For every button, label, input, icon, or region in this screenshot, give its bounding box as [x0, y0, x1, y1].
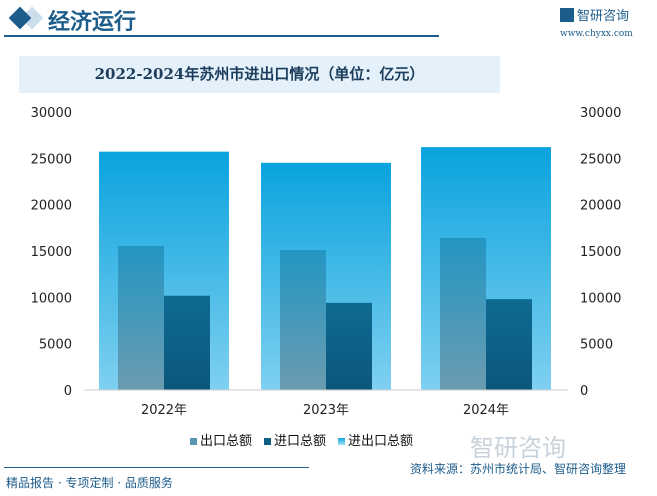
footer-divider	[4, 467, 309, 468]
x-tick-label: 2023年	[303, 403, 349, 418]
y-tick-right: 15000	[580, 245, 621, 260]
x-tick-label: 2024年	[463, 403, 509, 418]
brand-name: 智研咨询	[577, 9, 630, 24]
footer-tagline: 精品报告 · 专项定制 · 品质服务	[6, 476, 173, 490]
x-tick-label: 2022年	[141, 403, 187, 418]
logo-icon	[560, 7, 574, 22]
y-tick-left: 30000	[31, 106, 72, 121]
bar-import	[486, 299, 532, 390]
section-title: 经济运行	[48, 10, 137, 35]
bar-export	[280, 250, 326, 390]
y-tick-left: 15000	[31, 245, 72, 260]
watermark: 智研咨询	[470, 434, 566, 462]
y-tick-right: 25000	[580, 152, 621, 167]
source-note: 资料来源：苏州市统计局、智研咨询整理	[410, 462, 627, 476]
y-tick-left: 5000	[39, 338, 72, 353]
y-tick-right: 20000	[580, 199, 621, 214]
y-tick-right: 5000	[580, 338, 613, 353]
legend: 出口总额 进口总额 进出口总额	[190, 430, 413, 449]
y-tick-left: 10000	[31, 291, 72, 306]
y-tick-right: 10000	[580, 291, 621, 306]
y-tick-left: 25000	[31, 152, 72, 167]
bar-import	[164, 295, 210, 390]
y-tick-right: 0	[580, 384, 588, 399]
bar-import	[326, 302, 372, 390]
brand-url: www.chyxx.com	[560, 29, 633, 39]
legend-import: 进口总额	[264, 430, 326, 449]
title-background	[19, 56, 500, 93]
legend-total: 进出口总额	[338, 430, 413, 449]
header-divider	[4, 35, 439, 37]
bar-export	[118, 245, 164, 390]
legend-export: 出口总额	[190, 430, 252, 449]
bar-export	[440, 237, 486, 390]
y-tick-left: 20000	[31, 199, 72, 214]
brand-logo: 智研咨询	[560, 5, 629, 24]
y-tick-right: 30000	[580, 106, 621, 121]
chart-title: 2022-2024年苏州市进出口情况（单位：亿元）	[94, 65, 425, 83]
y-tick-left: 0	[64, 384, 72, 399]
